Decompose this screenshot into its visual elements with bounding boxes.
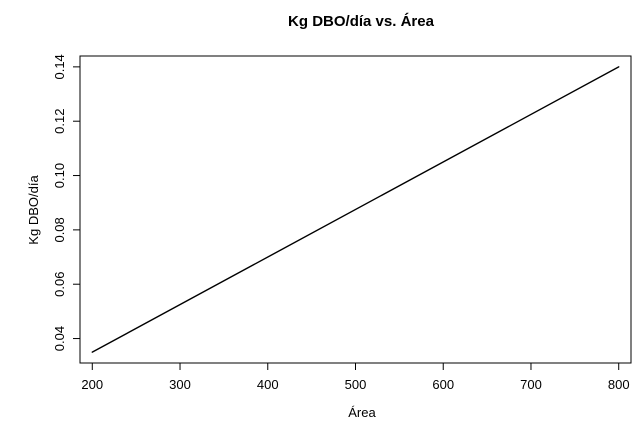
x-tick-label: 400 [257,377,279,392]
y-tick-label: 0.12 [52,109,67,134]
y-tick-label: 0.06 [52,272,67,297]
series-layer [91,66,620,353]
y-tick-label: 0.08 [52,217,67,242]
x-tick-label: 700 [520,377,542,392]
y-axis-label: Kg DBO/día [26,175,41,245]
chart-title: Kg DBO/día vs. Área [288,13,435,30]
y-axis: 0.04 0.06 0.08 0.10 0.12 0.14 [52,54,80,351]
x-axis-label: Área [348,405,376,420]
x-tick-label: 800 [608,377,630,392]
x-tick-label: 200 [81,377,103,392]
x-tick-label: 600 [432,377,454,392]
x-axis: 200 300 400 500 600 700 800 [81,363,630,392]
x-tick-label: 300 [169,377,191,392]
y-tick-label: 0.14 [52,54,67,79]
series-line [91,66,620,353]
y-tick-label: 0.04 [52,326,67,351]
x-tick-label: 500 [345,377,367,392]
y-tick-label: 0.10 [52,163,67,188]
